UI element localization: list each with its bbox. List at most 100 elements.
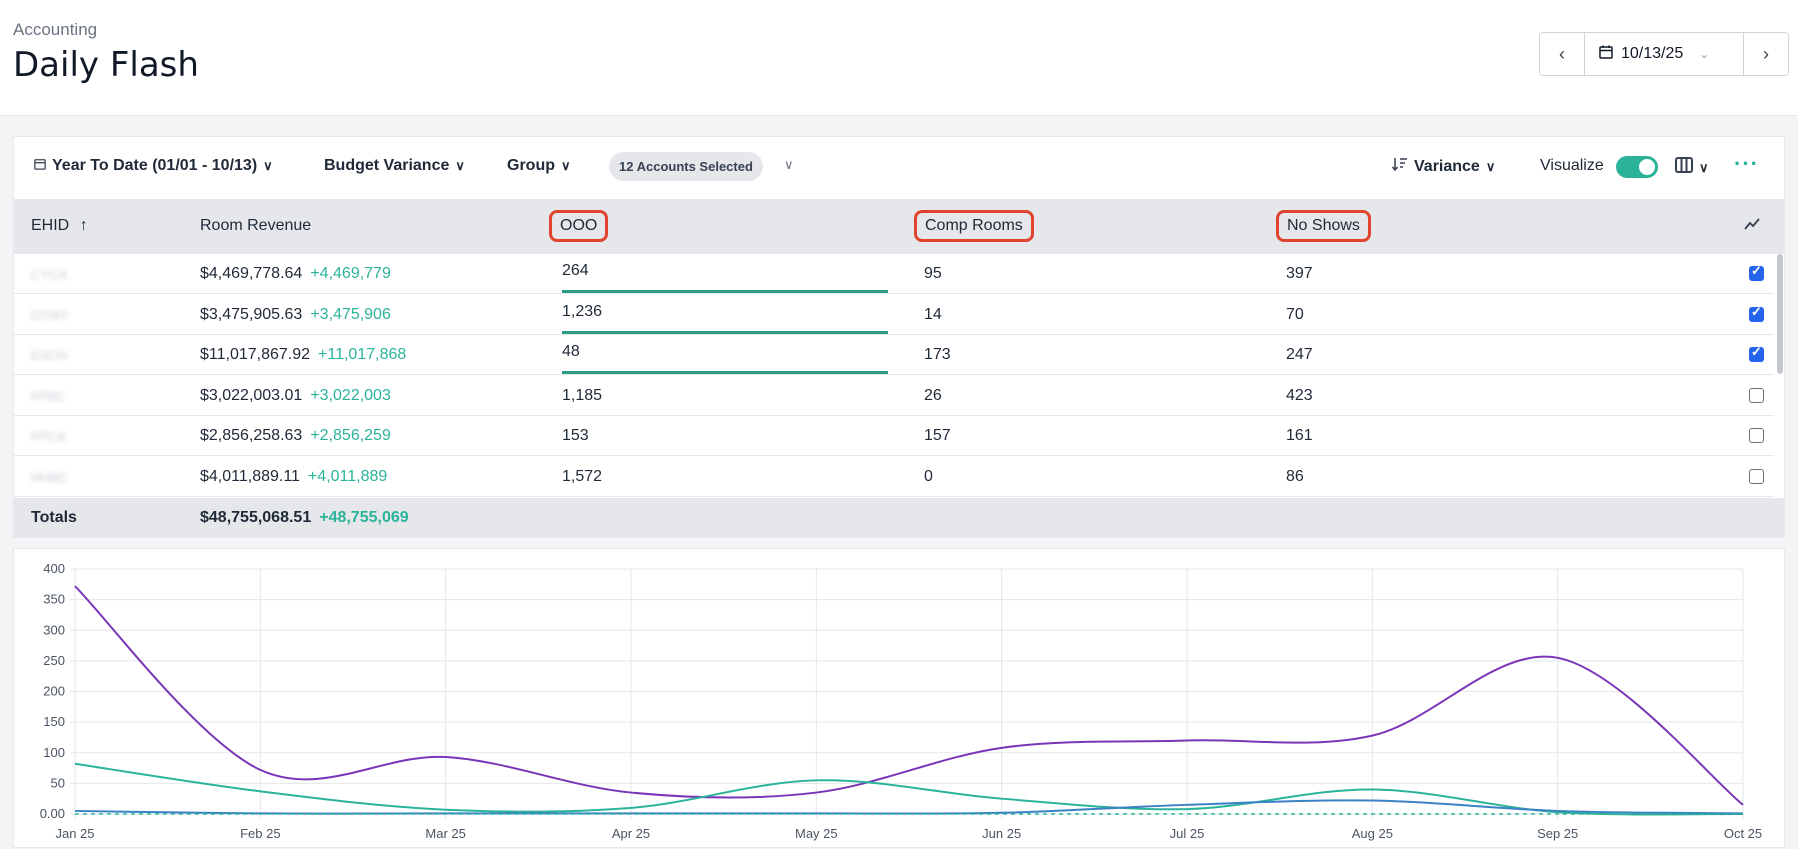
- ooo-bar: [562, 330, 888, 334]
- revenue-value: $11,017,867.92: [200, 346, 311, 364]
- sort-dropdown[interactable]: Variance ∨: [1391, 157, 1496, 176]
- visualize-toggle[interactable]: [1616, 156, 1658, 178]
- chevron-down-icon: ∨: [1485, 158, 1496, 174]
- revenue-variance: +4,011,889: [307, 468, 388, 485]
- series-line[interactable]: [74, 585, 1744, 806]
- comp-rooms-cell: 14: [924, 305, 942, 323]
- period-label: Year To Date (01/01 - 10/13): [52, 157, 258, 174]
- totals-label: Totals: [31, 509, 77, 526]
- x-tick-label: Feb 25: [240, 826, 280, 841]
- column-room-revenue[interactable]: Room Revenue: [200, 217, 312, 234]
- x-tick-label: May 25: [795, 826, 838, 841]
- column-no-shows-label: No Shows: [1287, 217, 1360, 234]
- column-ooo-label: OOO: [560, 217, 598, 234]
- table-row[interactable]: CYCA $4,469,778.64 +4,469,779 264 95 397: [14, 254, 1774, 294]
- column-ehid-label: EHID: [31, 217, 70, 234]
- revenue-variance: +4,469,779: [310, 265, 391, 282]
- revenue-value: $4,469,778.64: [200, 265, 303, 282]
- ooo-cell: 1,236: [562, 302, 603, 320]
- visualize-label: Visualize: [1540, 157, 1604, 174]
- y-tick-label: 0.00: [40, 806, 65, 821]
- budget-variance-dropdown[interactable]: Budget Variance ∨: [324, 157, 465, 175]
- table-row[interactable]: FPBC $3,022,003.01 +3,022,003 1,185 26 423: [14, 376, 1774, 416]
- table-row[interactable]: ESCH $11,017,867.92 +11,017,868 48 173 247: [14, 335, 1774, 376]
- ooo-cell: 48: [562, 343, 580, 361]
- sort-ascending-icon: ↑: [79, 217, 88, 234]
- totals-row: Totals $48,755,068.51 +48,755,069: [14, 498, 1784, 538]
- ooo-cell: 1,572: [562, 468, 603, 485]
- group-label: Group: [507, 157, 555, 174]
- table-row[interactable]: HHBC $4,011,889.11 +4,011,889 1,572 0 86: [14, 457, 1774, 497]
- revenue-value: $2,856,258.63: [200, 427, 303, 445]
- no-shows-cell: 423: [1286, 386, 1313, 404]
- totals-variance: +48,755,069: [319, 509, 409, 526]
- prev-date-button[interactable]: ‹: [1540, 33, 1584, 75]
- column-comp-rooms-label: Comp Rooms: [925, 217, 1023, 234]
- revenue-value: $4,011,889.11: [200, 468, 300, 485]
- ehid-cell: CYCA: [31, 267, 68, 282]
- row-checkbox[interactable]: [1749, 469, 1764, 484]
- totals-revenue: $48,755,068.51 +48,755,069: [200, 509, 409, 527]
- ehid-cell: FPBC: [31, 388, 66, 404]
- chart-svg: 400 350 300 250 200 150 100 50 0.00 Jan 25 Feb 25 M…: [40, 561, 1762, 841]
- y-tick-label: 300: [43, 622, 65, 637]
- series-line[interactable]: [74, 799, 1744, 815]
- breadcrumb[interactable]: Accounting: [13, 20, 98, 39]
- comp-rooms-cell: 0: [924, 468, 933, 485]
- date-picker: ‹ 10/13/25 ⌄ ›: [1539, 32, 1789, 76]
- row-checkbox[interactable]: [1749, 387, 1764, 403]
- ehid-cell: DTWT: [31, 307, 69, 323]
- revenue-value: $3,475,905.63: [200, 305, 303, 323]
- no-shows-cell: 247: [1286, 346, 1313, 364]
- sort-icon: [1391, 157, 1408, 176]
- row-checkbox[interactable]: [1749, 304, 1764, 322]
- columns-icon: [1675, 157, 1693, 178]
- row-checkbox[interactable]: [1749, 263, 1764, 281]
- comp-rooms-cell: 95: [924, 265, 942, 282]
- ooo-cell: 1,185: [562, 386, 603, 404]
- toolbar: Year To Date (01/01 - 10/13) ∨ Budget Va…: [14, 137, 1784, 199]
- more-options-icon[interactable]: ···: [1734, 151, 1759, 176]
- group-dropdown[interactable]: Group ∨: [507, 157, 571, 175]
- ehid-cell: FPCA: [31, 429, 66, 445]
- chevron-down-icon: ∨: [1699, 159, 1709, 175]
- accounts-dropdown-toggle[interactable]: ∨: [784, 157, 794, 173]
- comp-rooms-cell: 26: [924, 386, 942, 404]
- row-checkbox[interactable]: [1749, 344, 1764, 363]
- date-value: 10/13/25: [1621, 45, 1684, 62]
- x-tick-label: Apr 25: [612, 826, 650, 841]
- revenue-cell: $4,011,889.11 +4,011,889: [200, 468, 387, 486]
- report-panel: Year To Date (01/01 - 10/13) ∨ Budget Va…: [13, 136, 1785, 538]
- x-tick-label: Mar 25: [425, 826, 465, 841]
- period-dropdown[interactable]: Year To Date (01/01 - 10/13) ∨: [34, 157, 273, 175]
- row-checkbox[interactable]: [1749, 428, 1764, 444]
- y-tick-label: 150: [43, 714, 65, 729]
- table-row[interactable]: FPCA $2,856,258.63 +2,856,259 153 157 161: [14, 416, 1774, 457]
- columns-dropdown[interactable]: ∨: [1675, 157, 1709, 178]
- y-tick-label: 200: [43, 684, 65, 699]
- column-comp-rooms[interactable]: Comp Rooms: [914, 210, 1034, 242]
- table-header: EHID ↑ Room Revenue OOO Comp Rooms No Sh…: [14, 199, 1784, 254]
- accounts-selected-pill[interactable]: 12 Accounts Selected: [609, 152, 763, 181]
- budget-label: Budget Variance: [324, 157, 450, 174]
- chevron-down-icon: ⌄: [1699, 47, 1710, 61]
- date-select[interactable]: 10/13/25 ⌄: [1584, 33, 1744, 75]
- series-line[interactable]: [74, 762, 1744, 816]
- y-tick-label: 350: [43, 592, 65, 607]
- table-scrollbar[interactable]: [1777, 254, 1783, 374]
- next-date-button[interactable]: ›: [1744, 33, 1788, 75]
- chevron-left-icon: ‹: [1559, 43, 1565, 64]
- revenue-cell: $4,469,778.64 +4,469,779: [200, 265, 391, 283]
- revenue-variance: +2,856,259: [310, 427, 391, 445]
- table-row[interactable]: DTWT $3,475,905.63 +3,475,906 1,236 14 70: [14, 295, 1774, 335]
- trend-icon[interactable]: [1744, 217, 1760, 235]
- chevron-right-icon: ›: [1763, 43, 1769, 64]
- revenue-variance: +3,475,906: [310, 305, 391, 323]
- y-tick-label: 50: [51, 775, 65, 790]
- column-no-shows[interactable]: No Shows: [1276, 210, 1371, 242]
- y-tick-label: 100: [43, 745, 65, 760]
- calendar-icon: [34, 157, 46, 175]
- column-ooo[interactable]: OOO: [549, 210, 609, 242]
- y-tick-label: 250: [43, 653, 65, 668]
- column-ehid[interactable]: EHID ↑: [31, 217, 88, 235]
